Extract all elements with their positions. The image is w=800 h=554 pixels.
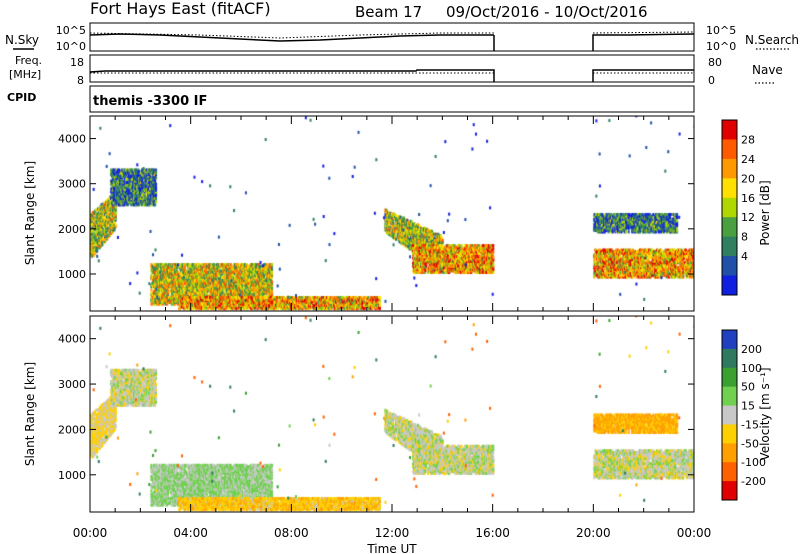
colorbar-swatch xyxy=(722,120,737,140)
colorbar-swatch xyxy=(722,217,737,238)
velocity-heatmap xyxy=(90,316,694,512)
freq-panel-traces xyxy=(89,69,694,82)
colorbar-tick-label: 50 xyxy=(741,381,755,394)
x-tick-labels: 00:00 04:00 08:00 12:00 16:00 20:00 00:00 xyxy=(73,526,712,540)
nave-label: Nave xyxy=(752,63,783,77)
colorbar-tick-label: 12 xyxy=(741,211,755,224)
colorbar-frame xyxy=(721,329,738,501)
colorbar-tick-label: -100 xyxy=(741,456,766,469)
colorbar-swatch xyxy=(722,367,737,388)
power-ylabel: Slant Range [km] xyxy=(23,161,37,265)
beam-label: Beam 17 xyxy=(355,3,422,21)
colorbar-tick-label: -200 xyxy=(741,475,766,488)
freq-tick-low: 8 xyxy=(77,74,84,87)
x-tick-label: 20:00 xyxy=(576,526,611,540)
freq-tick-high: 18 xyxy=(70,56,84,69)
sky-tick-high: 10^5 xyxy=(56,24,86,37)
y-tick-label: 3000 xyxy=(58,378,86,391)
x-tick-label: 04:00 xyxy=(173,526,208,540)
cpid-program: themis -3300 IF xyxy=(93,94,207,109)
colorbar-swatch xyxy=(722,330,737,350)
colorbar-swatch xyxy=(722,236,737,257)
power-colorbar: 28 24 20 16 12 8 4 xyxy=(721,119,755,296)
power-axes: 1000 2000 3000 4000 xyxy=(58,116,695,311)
colorbar-tick-label: 28 xyxy=(741,133,755,146)
freq-label: Freq. xyxy=(15,54,42,67)
colorbar-swatch xyxy=(722,481,737,501)
colorbar-tick-label: 16 xyxy=(741,192,755,205)
x-axis-label: Time UT xyxy=(366,542,417,554)
velocity-axes: 1000 2000 3000 4000 xyxy=(58,316,695,512)
y-tick-label: 3000 xyxy=(58,178,86,191)
sky-tick-low: 10^0 xyxy=(56,40,86,53)
nave-tick-high: 80 xyxy=(708,56,722,69)
colorbar-tick-label: 4 xyxy=(741,250,748,263)
x-tick-label: 16:00 xyxy=(475,526,510,540)
cpid-frame xyxy=(89,85,695,113)
colorbar-tick-label: -50 xyxy=(741,437,759,450)
search-tick-low: 10^0 xyxy=(706,40,736,53)
colorbar-swatch xyxy=(722,348,737,369)
velocity-colorbar-label: Velocity [m s⁻¹] xyxy=(758,367,772,460)
power-panel-frame xyxy=(89,115,695,312)
sky-panel-traces xyxy=(89,33,695,51)
colorbar-swatch xyxy=(722,158,737,179)
colorbar-tick-label: 24 xyxy=(741,153,755,166)
x-tick-label: 12:00 xyxy=(375,526,410,540)
x-tick-label: 08:00 xyxy=(274,526,309,540)
colorbar-swatch xyxy=(722,386,737,407)
nave-tick-low: 0 xyxy=(708,74,715,87)
colorbar-tick-label: 100 xyxy=(741,362,762,375)
freq-panel-frame xyxy=(89,54,695,83)
y-tick-label: 1000 xyxy=(58,469,86,482)
y-tick-label: 1000 xyxy=(58,268,86,281)
colorbar-swatch xyxy=(722,275,737,296)
sky-panel-dots xyxy=(89,31,695,39)
colorbar-swatch xyxy=(722,139,737,160)
velocity-colorbar: 200 100 50 15 -15 -50 -100 -200 xyxy=(721,329,766,501)
y-tick-label: 2000 xyxy=(58,223,86,236)
power-heatmap xyxy=(90,116,694,311)
colorbar-tick-label: 200 xyxy=(741,343,762,356)
colorbar-tick-label: 15 xyxy=(741,400,755,413)
colorbar-frame xyxy=(721,119,738,296)
search-tick-high: 10^5 xyxy=(706,24,736,37)
power-colorbar-label: Power [dB] xyxy=(758,180,772,245)
x-tick-label: 00:00 xyxy=(677,526,712,540)
colorbar-tick-label: 8 xyxy=(741,231,748,244)
velocity-panel-frame xyxy=(89,315,695,513)
colorbar-swatch xyxy=(722,178,737,199)
nsearch-label: N.Search xyxy=(745,33,799,47)
y-tick-label: 4000 xyxy=(58,333,86,346)
x-tick-label: 00:00 xyxy=(73,526,108,540)
colorbar-swatch xyxy=(722,443,737,463)
colorbar-swatch xyxy=(722,197,737,218)
colorbar-swatch xyxy=(722,256,737,277)
colorbar-swatch xyxy=(722,424,737,444)
date-range: 09/Oct/2016 - 10/Oct/2016 xyxy=(446,3,648,21)
sky-panel-frame xyxy=(89,22,695,52)
colorbar-swatch xyxy=(722,462,737,482)
site-title: Fort Hays East (fitACF) xyxy=(90,0,271,18)
y-tick-label: 4000 xyxy=(58,133,86,146)
nsky-label: N.Sky xyxy=(5,33,39,47)
colorbar-swatch xyxy=(722,405,737,425)
colorbar-tick-label: -15 xyxy=(741,418,759,431)
freq-unit-label: [MHz] xyxy=(9,68,41,81)
cpid-label: CPID xyxy=(7,91,36,104)
velocity-ylabel: Slant Range [km] xyxy=(23,362,37,466)
y-tick-label: 2000 xyxy=(58,423,86,436)
colorbar-tick-label: 20 xyxy=(741,172,755,185)
